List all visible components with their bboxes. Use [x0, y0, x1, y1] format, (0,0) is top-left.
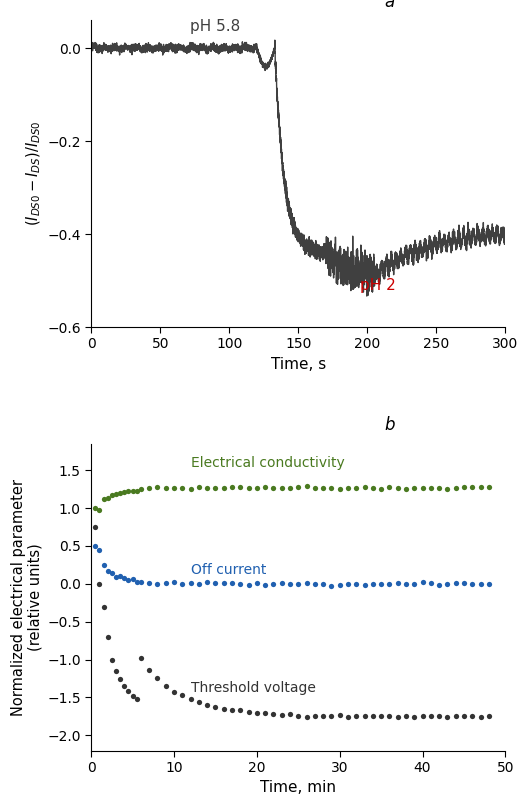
- X-axis label: Time, min: Time, min: [260, 780, 336, 796]
- Text: b: b: [384, 416, 394, 434]
- Text: pH 5.8: pH 5.8: [190, 19, 241, 34]
- Text: pH 2: pH 2: [361, 278, 396, 293]
- Text: a: a: [384, 0, 394, 11]
- Y-axis label: Normalized electrical parameter
(relative units): Normalized electrical parameter (relativ…: [10, 479, 43, 716]
- Text: Threshold voltage: Threshold voltage: [191, 681, 315, 696]
- Text: Electrical conductivity: Electrical conductivity: [191, 456, 344, 470]
- X-axis label: Time, s: Time, s: [270, 357, 326, 372]
- Text: Off current: Off current: [191, 563, 266, 577]
- Y-axis label: $(I_{DS0} - I_{DS})/I_{DS0}$: $(I_{DS0} - I_{DS})/I_{DS0}$: [24, 121, 43, 227]
